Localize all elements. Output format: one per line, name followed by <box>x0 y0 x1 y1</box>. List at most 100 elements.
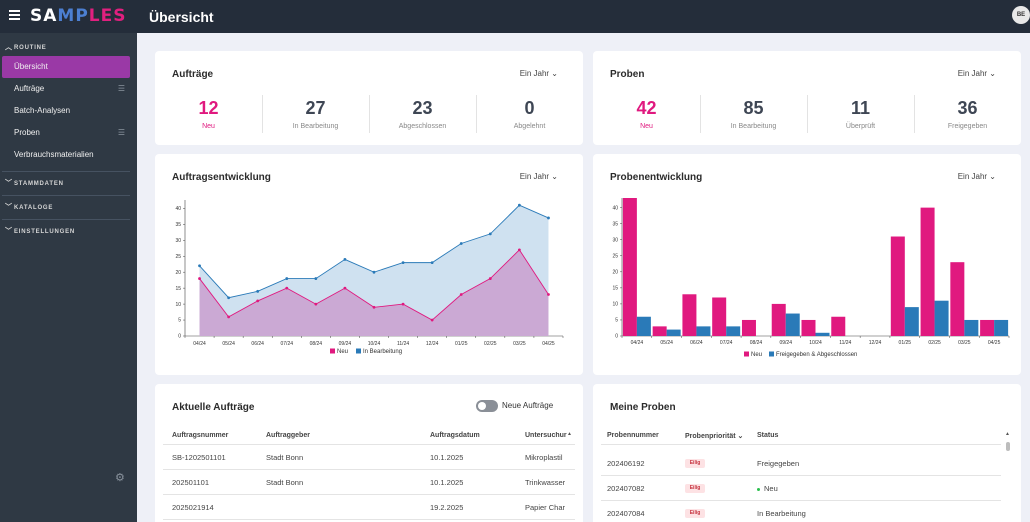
sidebar-item-proben[interactable]: Proben ☰ <box>0 122 137 144</box>
stat-label: Überprüft <box>845 123 876 130</box>
divider <box>262 95 263 133</box>
divider <box>163 444 575 445</box>
stat-neu[interactable]: 12 Neu <box>155 99 262 133</box>
sidebar-item-label: Verbrauchsmaterialien <box>14 150 94 159</box>
y-tick-label: 35 <box>612 221 618 227</box>
stat-value: 11 <box>850 98 871 118</box>
legend-label: Freigegeben & Abgeschlossen <box>776 352 857 358</box>
column-header[interactable]: Probenpriorität ⌄ <box>685 433 744 440</box>
sidebar-section-einstellungen[interactable]: ﹀EINSTELLUNGEN <box>0 225 137 238</box>
x-tick-label: 07/24 <box>720 340 733 346</box>
stat-in-bearbeitung[interactable]: 85 In Bearbeitung <box>700 99 807 133</box>
sidebar-item-auftraege[interactable]: Aufträge ☰ <box>0 78 137 100</box>
section-label: ROUTINE <box>14 45 47 51</box>
divider <box>601 475 1001 476</box>
bar-neu <box>622 198 637 336</box>
x-tick-label: 04/24 <box>631 340 644 346</box>
table-cell[interactable]: 202406192 <box>607 459 645 468</box>
scroll-up-icon[interactable]: ▲ <box>1005 431 1010 437</box>
data-point <box>459 293 463 296</box>
table-cell[interactable]: 2025021914 <box>172 503 214 512</box>
scroll-up-icon[interactable]: ▲ <box>567 431 572 437</box>
stat-label: Neu <box>202 123 215 130</box>
divider <box>601 500 1001 501</box>
neue-auftraege-toggle[interactable] <box>476 400 498 412</box>
stat-ueberprueft[interactable]: 11 Überprüft <box>807 99 914 133</box>
column-header[interactable]: Untersuchur <box>525 432 567 439</box>
x-tick-label: 01/25 <box>899 340 912 346</box>
period-select[interactable]: Ein Jahr ⌄ <box>957 69 996 78</box>
sidebar-item-verbrauchsmaterialien[interactable]: Verbrauchsmaterialien <box>0 144 137 166</box>
stat-value: 27 <box>305 98 326 118</box>
section-label: STAMMDATEN <box>14 181 64 187</box>
priority-badge: Eilig <box>685 509 705 518</box>
table-cell[interactable]: SB-1202501101 <box>172 453 226 462</box>
stat-neu[interactable]: 42 Neu <box>593 99 700 133</box>
sidebar-item-label: Übersicht <box>14 62 48 71</box>
data-point <box>227 315 231 319</box>
bar-neu <box>980 319 995 336</box>
table-cell[interactable]: 202501101 <box>172 478 209 487</box>
app-logo[interactable]: SAMPLES <box>30 6 127 26</box>
filter-icon[interactable]: ☰ <box>117 84 125 93</box>
y-tick-label: 15 <box>612 286 618 292</box>
x-tick-label: 02/25 <box>484 341 497 347</box>
x-tick-label: 05/24 <box>660 340 673 346</box>
table-cell: Stadt Bonn <box>266 478 304 487</box>
x-tick-label: 08/24 <box>750 340 763 346</box>
stat-freigegeben[interactable]: 36 Freigegeben <box>914 99 1021 133</box>
x-tick-label: 06/24 <box>690 340 703 346</box>
divider <box>807 95 808 133</box>
period-select[interactable]: Ein Jahr ⌄ <box>519 69 558 78</box>
card-title: Proben <box>610 69 645 80</box>
x-tick-label: 10/24 <box>809 340 822 346</box>
card-title: Meine Proben <box>610 402 676 413</box>
period-select[interactable]: Ein Jahr ⌄ <box>957 172 996 181</box>
stat-in-bearbeitung[interactable]: 27 In Bearbeitung <box>262 99 369 133</box>
bar-freigegeben <box>964 319 979 336</box>
avatar[interactable]: BE <box>1012 6 1030 24</box>
status-text: Freigegeben <box>757 459 800 468</box>
sidebar-item-batch-analysen[interactable]: Batch-Analysen <box>0 100 137 122</box>
table-cell: 19.2.2025 <box>430 503 464 512</box>
stat-label: Abgelehnt <box>513 123 546 130</box>
table-cell: Stadt Bonn <box>266 453 304 462</box>
legend-label: Neu <box>751 352 762 358</box>
priority-badge: Eilig <box>685 484 705 493</box>
stat-abgelehnt[interactable]: 0 Abgelehnt <box>476 99 583 133</box>
data-point <box>285 286 289 290</box>
bar-freigegeben <box>815 332 830 336</box>
data-point <box>547 293 550 296</box>
y-tick-label: 10 <box>175 302 181 308</box>
column-header[interactable]: Auftragsnummer <box>172 432 229 439</box>
stat-abgeschlossen[interactable]: 23 Abgeschlossen <box>369 99 476 133</box>
sidebar-item-uebersicht[interactable]: Übersicht <box>2 56 130 78</box>
chevron-down-icon: ﹀ <box>5 204 13 211</box>
data-point <box>488 277 492 280</box>
table-cell[interactable]: 202407082 <box>607 484 645 493</box>
proben-card: Proben Ein Jahr ⌄ 42 Neu 85 In Bearbeitung… <box>593 51 1021 145</box>
data-point <box>256 299 260 303</box>
table-cell[interactable]: 202407084 <box>607 509 645 518</box>
sidebar-section-kataloge[interactable]: ﹀KATALOGE <box>0 201 137 214</box>
gear-icon[interactable]: ⚙ <box>115 472 125 484</box>
table-cell: 10.1.2025 <box>430 453 464 462</box>
status-cell: Neu <box>757 484 778 493</box>
column-header[interactable]: Status <box>757 432 779 439</box>
sidebar-section-stammdaten[interactable]: ﹀STAMMDATEN <box>0 177 137 190</box>
column-header[interactable]: Auftragsdatum <box>430 432 480 439</box>
y-tick-label: 10 <box>612 302 618 308</box>
x-tick-label: 08/24 <box>310 341 323 347</box>
scrollbar-thumb[interactable] <box>1006 442 1010 451</box>
hamburger-menu-icon[interactable] <box>9 10 20 20</box>
column-header[interactable]: Auftraggeber <box>266 432 310 439</box>
sidebar-section-routine[interactable]: ︿ROUTINE <box>0 41 137 54</box>
x-tick-label: 04/24 <box>193 341 206 347</box>
card-title: Aufträge <box>172 69 214 80</box>
column-header[interactable]: Probennummer <box>607 432 659 439</box>
auftragsentwicklung-card: Auftragsentwicklung Ein Jahr ⌄ 0 5 10 15 20 2… <box>155 154 583 375</box>
bar-chart: 0 5 10 15 20 25 30 35 40 04/24 05/24 06/24 07/24 08/2… <box>612 198 1010 358</box>
bar-neu <box>831 316 846 336</box>
filter-icon[interactable]: ☰ <box>117 128 125 137</box>
period-select[interactable]: Ein Jahr ⌄ <box>519 172 558 181</box>
